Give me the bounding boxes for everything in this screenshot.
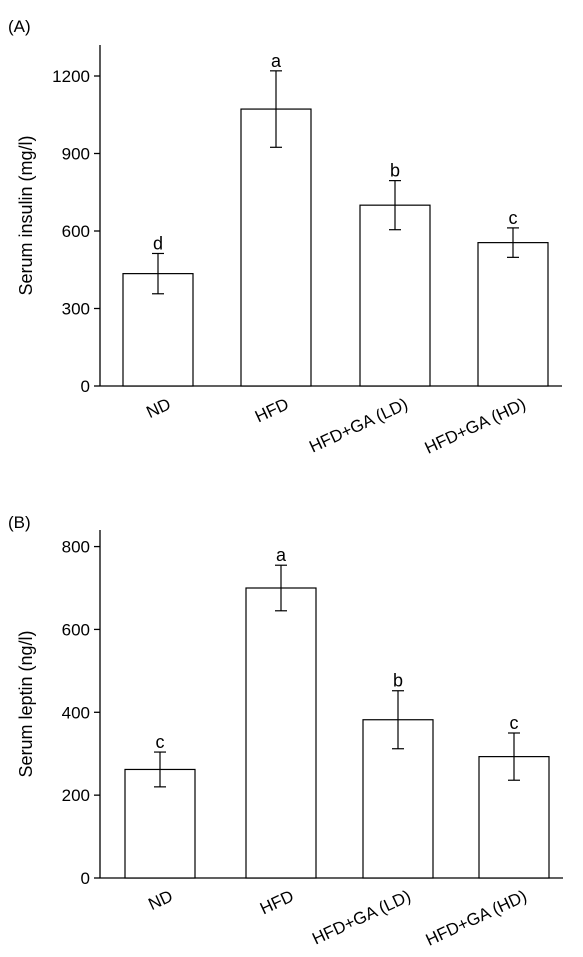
- category-label-b-1: HFD: [257, 886, 297, 918]
- category-label-a-0: ND: [143, 394, 173, 422]
- significance-label-b-0: c: [156, 732, 165, 752]
- panel-label: (A): [8, 17, 31, 36]
- y-tick-label: 0: [81, 377, 90, 396]
- bar-a-1: [240, 108, 312, 387]
- category-label-b-0: ND: [145, 886, 175, 914]
- y-tick-label: 300: [62, 300, 90, 319]
- bar-a-3: [477, 242, 549, 387]
- bar-a-2: [359, 204, 431, 387]
- category-label-b-2: HFD+GA (LD): [309, 886, 413, 948]
- y-tick-label: 900: [62, 145, 90, 164]
- significance-label-b-1: a: [276, 545, 287, 565]
- y-tick-label: 0: [81, 869, 90, 888]
- y-tick-label: 800: [62, 538, 90, 557]
- category-label-a-1: HFD: [252, 394, 292, 426]
- significance-label-a-2: b: [390, 161, 400, 181]
- panel-a-insulin-chart: (A) 0 300 600 900 1200 Serum insulin (mg/l) d ND…: [8, 17, 562, 458]
- significance-label-a-0: d: [153, 233, 163, 253]
- category-label-a-2: HFD+GA (LD): [306, 394, 410, 456]
- y-tick-label: 1200: [52, 67, 90, 86]
- significance-label-a-1: a: [271, 51, 282, 71]
- y-axis-title: Serum insulin (mg/l): [16, 135, 36, 295]
- significance-label-b-2: b: [393, 671, 403, 691]
- y-tick-label: 400: [62, 703, 90, 722]
- panel-label: (B): [8, 513, 31, 532]
- y-tick-label: 600: [62, 620, 90, 639]
- bar-b-1: [245, 587, 317, 879]
- y-tick-label: 600: [62, 222, 90, 241]
- y-tick-label: 200: [62, 786, 90, 805]
- significance-label-a-3: c: [509, 208, 518, 228]
- category-label-b-3: HFD+GA (HD): [423, 886, 530, 949]
- panel-b-leptin-chart: (B) 0 200 400 600 800 Serum leptin (ng/l) c ND a H…: [8, 513, 563, 950]
- significance-label-b-3: c: [510, 713, 519, 733]
- y-axis-title: Serum leptin (ng/l): [16, 630, 36, 777]
- category-label-a-3: HFD+GA (HD): [422, 394, 529, 457]
- bar-b-0: [124, 768, 196, 879]
